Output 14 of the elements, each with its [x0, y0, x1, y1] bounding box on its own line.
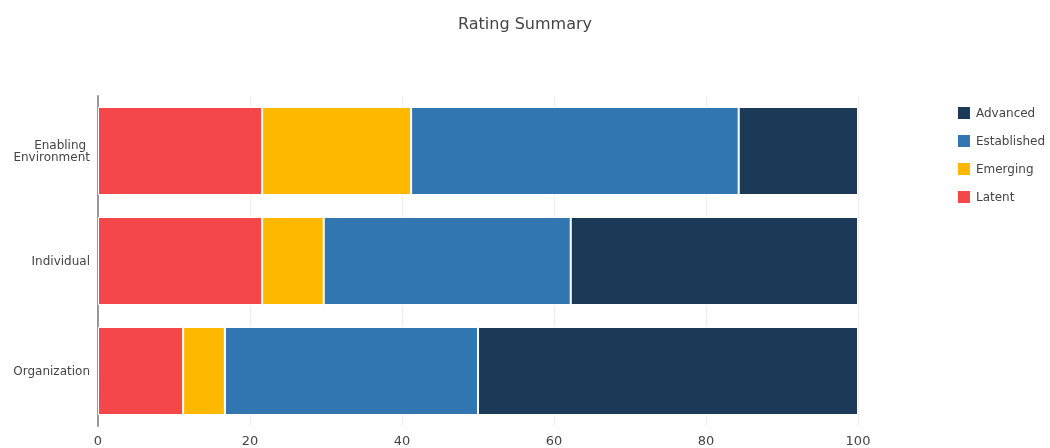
- legend-label: Latent: [975, 190, 1015, 204]
- x-tick-label: 60: [545, 433, 563, 448]
- y-tick-label: Enabling Environment: [13, 138, 91, 164]
- chart-title: Rating Summary: [458, 13, 592, 33]
- y-tick-label: Individual: [31, 254, 90, 268]
- y-tick-label: Organization: [13, 364, 90, 378]
- x-tick-label: 0: [93, 433, 103, 448]
- legend-label: Emerging: [975, 162, 1034, 176]
- x-tick-label: 80: [697, 433, 715, 448]
- x-tick-label: 20: [241, 433, 259, 448]
- legend-label: Established: [975, 134, 1046, 148]
- x-tick-label: 40: [393, 433, 411, 448]
- legend-label: Advanced: [975, 106, 1036, 120]
- x-tick-label: 100: [845, 433, 871, 448]
